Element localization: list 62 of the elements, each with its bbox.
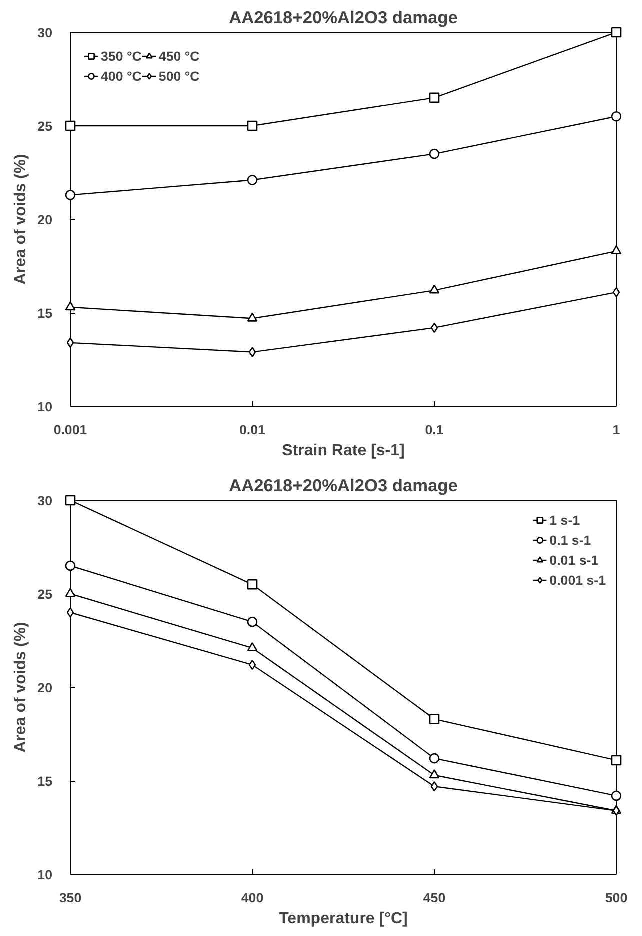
- x-tick-label: 350: [59, 890, 82, 906]
- point: [65, 120, 76, 132]
- point: [248, 347, 256, 358]
- point: [611, 27, 622, 38]
- point: [429, 714, 440, 724]
- y-tick-label: 10: [38, 400, 53, 414]
- point: [247, 175, 258, 186]
- y-tick-label: 25: [38, 119, 54, 134]
- y-tick-label: 15: [38, 306, 54, 321]
- point: [66, 608, 74, 618]
- legend-label: 500 °C: [158, 68, 200, 84]
- x-tick-label: 0.01: [240, 422, 266, 438]
- legend-label: 400 °C: [101, 68, 142, 84]
- point: [65, 302, 76, 311]
- point: [247, 580, 258, 590]
- point: [611, 755, 622, 766]
- y-tick-label: 10: [38, 868, 53, 882]
- x-tick-label: 500: [605, 890, 628, 906]
- point: [247, 312, 258, 322]
- point: [65, 495, 76, 506]
- legend-label: 1 s-1: [550, 512, 580, 528]
- y-tick-label: 30: [38, 494, 53, 508]
- y-axis-title: Area of voids (%): [12, 154, 30, 285]
- point: [248, 660, 256, 670]
- point: [430, 322, 438, 334]
- x-tick-label: 400: [241, 890, 264, 906]
- x-axis-title: Strain Rate [s-1]: [282, 442, 405, 460]
- y-tick-label: 20: [38, 212, 53, 228]
- x-axis-title: Temperature [°C]: [279, 910, 408, 928]
- legend-label: 0.1 s-1: [550, 532, 592, 548]
- legend-label: 0.001 s-1: [550, 572, 606, 588]
- chart-title: AA2618+20%Al2O3 damage: [229, 8, 458, 28]
- point: [65, 190, 76, 200]
- point: [611, 245, 622, 255]
- point: [611, 112, 622, 122]
- x-tick-label: 1: [612, 422, 621, 438]
- point: [612, 287, 620, 298]
- point: [611, 790, 622, 802]
- point: [66, 338, 74, 348]
- x-tick-label: 0.1: [425, 422, 444, 438]
- legend-label: 450 °C: [158, 48, 200, 64]
- point: [429, 770, 440, 779]
- point: [429, 92, 440, 104]
- x-tick-label: 0.001: [54, 422, 88, 438]
- point: [247, 642, 258, 652]
- legend-label: 350 °C: [101, 48, 142, 64]
- point: [429, 753, 440, 764]
- point: [247, 616, 258, 628]
- y-tick-label: 15: [38, 774, 54, 789]
- point: [65, 588, 76, 598]
- legend-label: 0.01 s-1: [550, 552, 599, 568]
- point: [430, 781, 438, 792]
- chart-title: AA2618+20%Al2O3 damage: [229, 476, 458, 496]
- y-axis-title: Area of voids (%): [12, 622, 30, 753]
- y-tick-label: 25: [38, 587, 54, 602]
- point: [429, 148, 440, 160]
- x-tick-label: 450: [423, 890, 446, 906]
- y-tick-label: 20: [38, 680, 53, 696]
- point: [429, 284, 440, 294]
- point: [247, 120, 258, 132]
- y-tick-label: 30: [38, 26, 53, 40]
- point: [65, 560, 76, 572]
